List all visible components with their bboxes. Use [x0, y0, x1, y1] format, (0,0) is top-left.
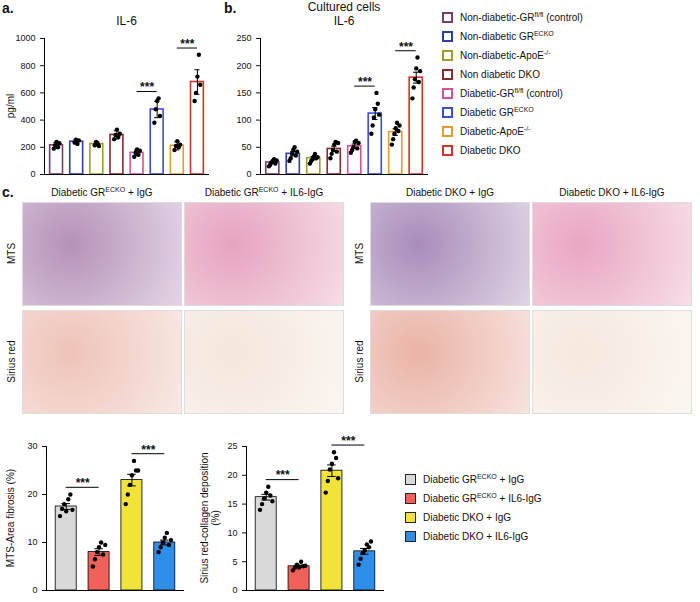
html-text:Diabetic GRECKO+ IL6-IgG: Diabetic GRECKO+ IL6-IgG: [204, 185, 324, 198]
html-text:pg/ml: pg/ml: [4, 93, 16, 119]
html-text:Diabetic GRECKO: Diabetic GRECKO: [460, 105, 534, 118]
html-text:MTS: MTS: [353, 243, 365, 265]
svg-text:30: 30: [27, 441, 37, 451]
svg-text:0: 0: [32, 585, 37, 595]
html-text:Non-diabetic-GRfl/fl(control): Non-diabetic-GRfl/fl(control): [460, 10, 583, 23]
svg-text:10: 10: [27, 537, 37, 547]
html-text:MTS-Area fibrosis (%): MTS-Area fibrosis (%): [4, 468, 16, 568]
html-text:Cultured cells: Cultured cells: [307, 0, 381, 14]
html-text:Diabetic-GRfl/fl(control): Diabetic-GRfl/fl(control): [460, 86, 563, 99]
html-text:Diabetic DKO + IL6-IgG: Diabetic DKO + IL6-IgG: [559, 187, 665, 198]
svg-text:5: 5: [232, 557, 237, 567]
svg-text:***: ***: [341, 434, 355, 448]
html-text:Diabetic GRECKO+ IgG: Diabetic GRECKO+ IgG: [51, 185, 153, 198]
html-text:c.: c.: [2, 184, 14, 200]
svg-text:50: 50: [241, 142, 251, 152]
html-text:MTS: MTS: [5, 243, 17, 265]
html-text:Diabetic DKO: Diabetic DKO: [460, 145, 521, 156]
svg-text:***: ***: [141, 443, 155, 457]
html-text:Diabetic GRECKO+ IgG: Diabetic GRECKO+ IgG: [423, 472, 525, 485]
svg-text:15: 15: [227, 499, 237, 509]
html-text:Non-diabetic-ApoE-/-: Non-diabetic-ApoE-/-: [460, 48, 551, 61]
svg-text:800: 800: [20, 61, 35, 71]
svg-text:0: 0: [246, 169, 251, 179]
html-text:Non diabetic DKO: Non diabetic DKO: [460, 69, 540, 80]
html-text:Sirius red-collagen deposition: Sirius red-collagen deposition (%): [199, 452, 221, 584]
svg-text:25: 25: [227, 441, 237, 451]
html-text:Diabetic DKO + IgG: Diabetic DKO + IgG: [423, 512, 512, 523]
svg-text:100: 100: [236, 115, 251, 125]
svg-text:***: ***: [399, 40, 413, 54]
svg-text:600: 600: [20, 88, 35, 98]
html-text:b.: b.: [224, 0, 237, 16]
svg-text:0: 0: [232, 585, 237, 595]
svg-text:***: ***: [76, 476, 90, 490]
svg-text:20: 20: [27, 489, 37, 499]
svg-text:***: ***: [358, 75, 372, 89]
html-text:Diabetic DKO + IL6-IgG: Diabetic DKO + IL6-IgG: [423, 531, 529, 542]
svg-text:250: 250: [236, 33, 251, 43]
svg-text:400: 400: [20, 115, 35, 125]
svg-text:200: 200: [236, 61, 251, 71]
html-text:Diabetic GRECKO+ IL6-IgG: Diabetic GRECKO+ IL6-IgG: [423, 491, 542, 504]
svg-text:150: 150: [236, 88, 251, 98]
svg-text:200: 200: [20, 142, 35, 152]
html-text:Sirius red: Sirius red: [353, 340, 365, 383]
html-text:Non-diabetic GRECKO: Non-diabetic GRECKO: [460, 29, 554, 42]
html-text:IL-6: IL-6: [333, 14, 355, 28]
html-text:a.: a.: [2, 0, 14, 16]
svg-text:***: ***: [140, 80, 154, 94]
svg-text:10: 10: [227, 528, 237, 538]
svg-text:1000: 1000: [15, 33, 35, 43]
svg-text:20: 20: [227, 470, 237, 480]
svg-text:***: ***: [276, 468, 290, 482]
svg-text:***: ***: [180, 37, 194, 51]
html-text:Diabetic-ApoE-/-: Diabetic-ApoE-/-: [460, 124, 531, 137]
svg-text:0: 0: [30, 169, 35, 179]
html-text:Diabetic DKO + IgG: Diabetic DKO + IgG: [406, 187, 494, 198]
html-text:IL-6: IL-6: [116, 14, 137, 28]
html-text:Sirius red: Sirius red: [5, 340, 17, 383]
